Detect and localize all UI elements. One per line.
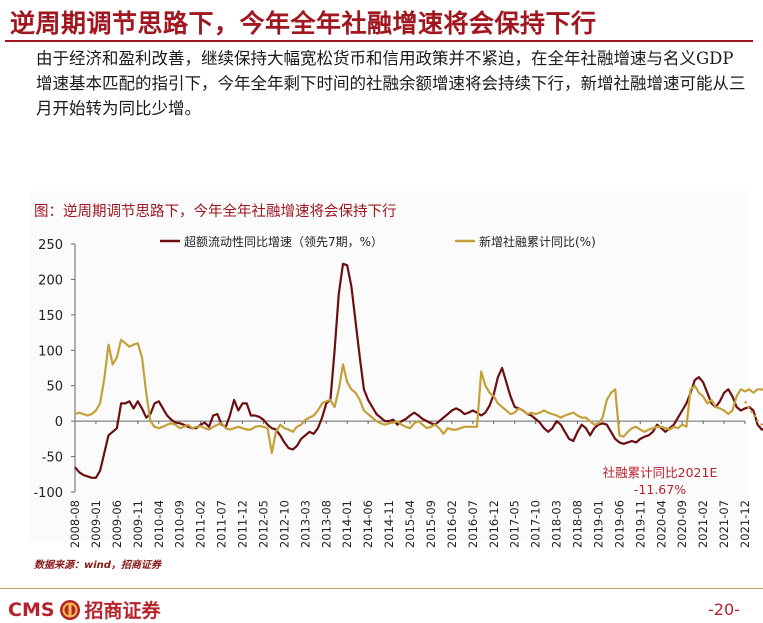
chart-panel bbox=[30, 191, 748, 542]
logo-emblem-icon bbox=[59, 599, 80, 620]
title-divider bbox=[5, 40, 753, 42]
body-paragraph: 由于经济和盈利改善，继续保持大幅宽松货币和信用政策并不紧迫，在全年社融增速与名义… bbox=[36, 49, 746, 118]
company-logo: CMS 招商证券 bbox=[8, 596, 161, 623]
data-source-note: 数据来源：wind，招商证券 bbox=[34, 560, 161, 571]
footer-divider bbox=[0, 588, 763, 589]
page-title: 逆周期调节思路下，今年全年社融增速将会保持下行 bbox=[10, 9, 597, 38]
page-number: -20- bbox=[708, 600, 740, 619]
logo-chinese-name: 招商证券 bbox=[84, 600, 161, 622]
logo-text: CMS bbox=[8, 598, 55, 621]
figure-caption: 图：逆周期调节思路下，今年全年社融增速将会保持下行 bbox=[34, 204, 397, 220]
